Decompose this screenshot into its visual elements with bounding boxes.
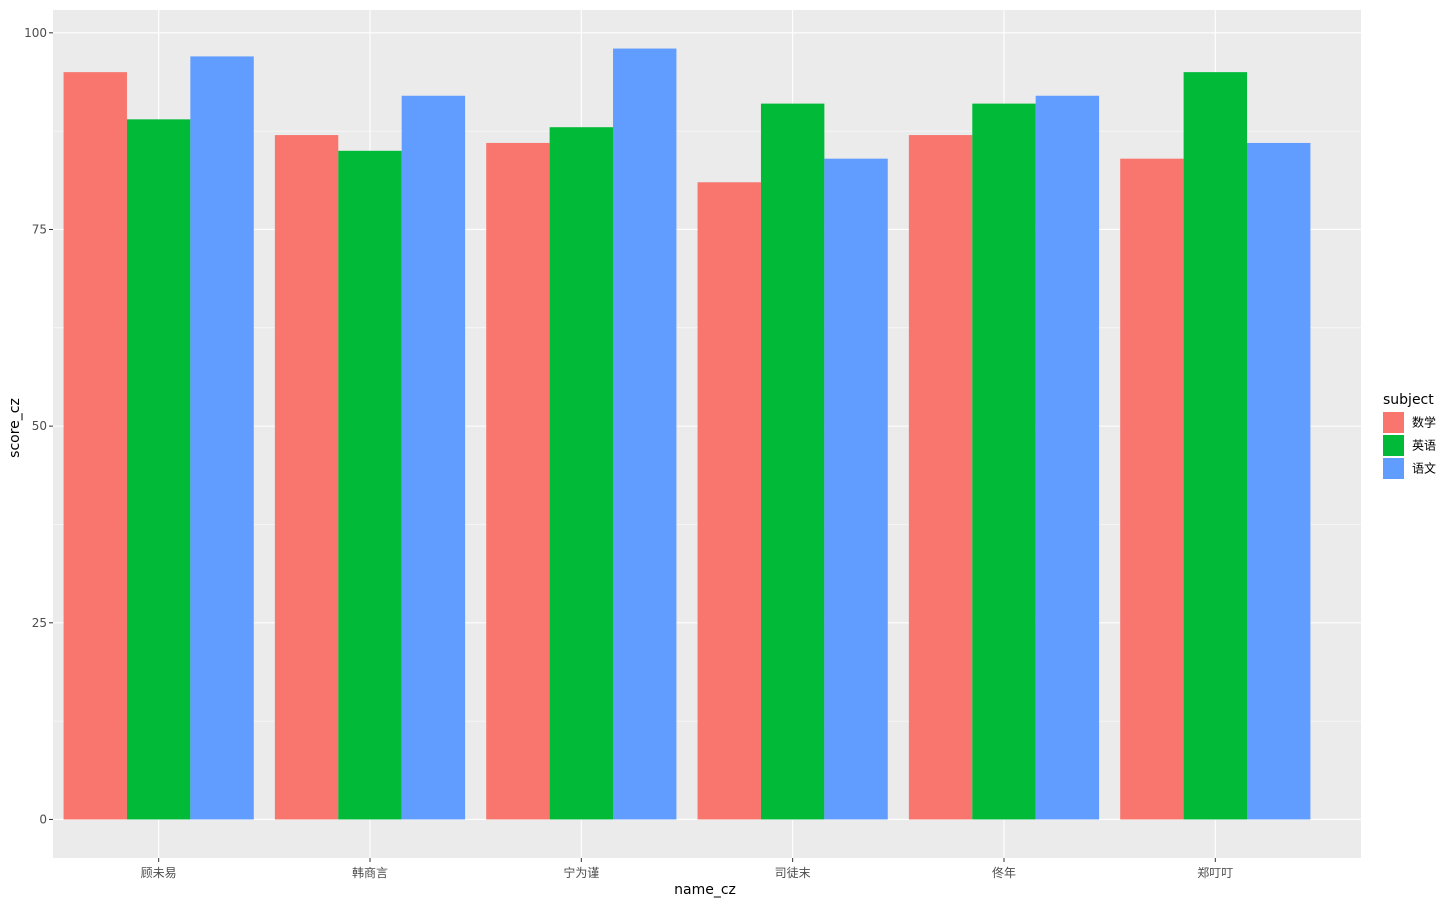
y-axis-title: score_cz: [7, 398, 23, 458]
y-tick-label: 50: [32, 419, 47, 433]
bar-1-1: [63, 72, 127, 820]
bar-3-1: [190, 56, 254, 820]
x-tick-label: 郑叮叮: [1197, 865, 1233, 880]
bar-1-3: [486, 142, 550, 820]
bar-1-5: [908, 135, 973, 820]
bar-2-6: [1183, 72, 1248, 820]
bar-3-3: [613, 48, 677, 820]
bar-1-4: [697, 182, 761, 820]
x-tick-label: 司徒末: [775, 866, 811, 880]
bar-2-4: [760, 103, 825, 820]
bar-3-6: [1247, 142, 1311, 820]
y-tick-label: 100: [24, 26, 47, 40]
bar-1-6: [1120, 158, 1184, 820]
legend-key: [1383, 458, 1404, 479]
x-axis-title: name_cz: [674, 882, 736, 898]
x-axis: 顾未易 韩商言 宁为谨 司徒末 佟年 郑叮叮: [141, 858, 1233, 880]
legend-key: [1383, 435, 1404, 456]
legend-title: subject: [1383, 392, 1434, 408]
y-tick-label: 75: [32, 222, 47, 236]
legend-key: [1383, 412, 1404, 433]
bar-2-1: [126, 119, 191, 820]
bars-group: [63, 48, 1311, 820]
x-tick-label: 宁为谨: [563, 865, 599, 880]
y-tick-label: 0: [39, 812, 47, 826]
x-tick-label: 佟年: [992, 865, 1016, 880]
x-tick-label: 顾未易: [141, 866, 177, 880]
bar-2-3: [549, 127, 614, 820]
y-tick-label: 25: [32, 616, 47, 630]
bar-3-4: [824, 158, 888, 820]
x-tick-label: 韩商言: [352, 865, 388, 880]
bar-1-2: [274, 135, 339, 820]
legend-label: 语文: [1412, 461, 1436, 476]
legend-label: 英语: [1412, 439, 1436, 453]
legend-label: 数学: [1412, 415, 1436, 430]
bar-2-5: [972, 103, 1036, 820]
bar-3-5: [1035, 95, 1100, 820]
bar-2-2: [338, 150, 402, 820]
y-axis: 0 25 50 75 100: [24, 26, 53, 826]
bar-3-2: [401, 95, 466, 820]
